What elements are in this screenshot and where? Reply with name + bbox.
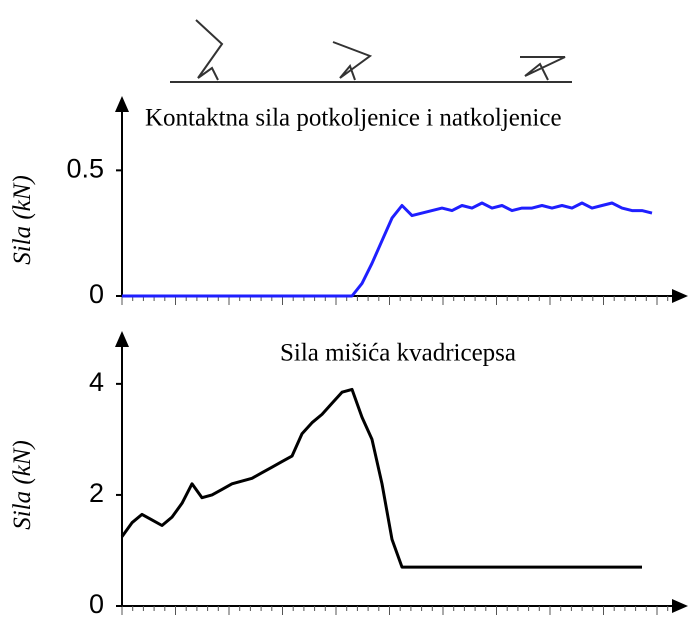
chart-title: Sila mišića kvadricepsa xyxy=(280,340,516,367)
y-tick-label: 4 xyxy=(89,367,104,397)
data-line xyxy=(122,203,652,296)
leg-diagram xyxy=(170,20,572,82)
x-axis-arrow xyxy=(672,289,688,303)
y-axis-arrow xyxy=(115,96,129,112)
y-tick-label: 0 xyxy=(89,589,104,618)
y-tick-label: 0.5 xyxy=(66,153,104,183)
figure: 0 0.5 Kontaktna sila potkoljenice i natkol… xyxy=(0,0,697,618)
y-axis-label: Sila (kN) xyxy=(9,440,36,530)
y-tick-label: 2 xyxy=(89,478,104,508)
y-tick-label: 0 xyxy=(89,279,104,309)
y-axis-label: Sila (kN) xyxy=(9,175,36,265)
y-axis-arrow xyxy=(115,331,129,347)
chart-title: Kontaktna sila potkoljenice i natkoljeni… xyxy=(145,105,562,132)
x-axis-arrow xyxy=(672,599,688,613)
data-line xyxy=(122,389,642,567)
